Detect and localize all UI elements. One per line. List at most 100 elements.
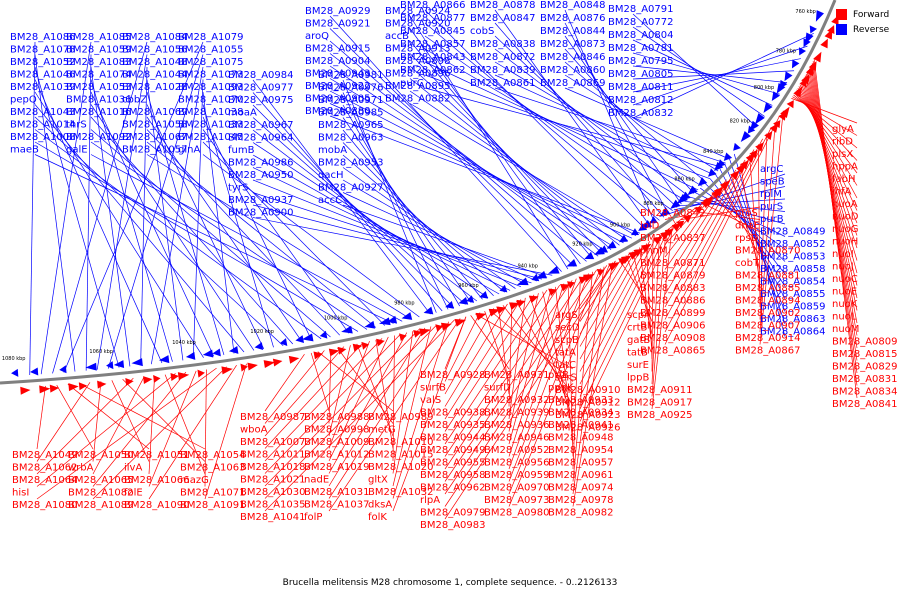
reverse-gene-label: BM28_A0929: [305, 6, 371, 17]
forward-gene-label: BM28_A1041: [240, 512, 306, 523]
label-leader-line: [40, 41, 92, 375]
reverse-gene-arrow: [445, 301, 454, 309]
label-leader-line: [664, 116, 780, 345]
label-leader-line: [424, 35, 673, 212]
reverse-gene-arrow: [364, 320, 376, 329]
reverse-gene-arrow: [681, 191, 691, 201]
reverse-gene-arrow: [631, 228, 640, 236]
label-leader-line: [202, 154, 420, 318]
label-leader-line: [664, 149, 755, 308]
label-leader-line: [714, 173, 786, 287]
label-leader-line: [759, 133, 768, 320]
label-leader-line: [484, 311, 510, 382]
reverse-gene-label: BM28_A0965: [318, 120, 384, 131]
reverse-gene-arrow: [740, 131, 751, 143]
reverse-gene-label: BM28_A0862: [400, 65, 466, 76]
reverse-gene-label: BM28_A0781: [608, 43, 674, 54]
forward-gene-arrow: [20, 386, 31, 395]
label-leader-line: [202, 129, 350, 334]
reverse-gene-label: BM28_A0845: [400, 26, 466, 37]
reverse-gene-label: BM28_A1036: [66, 95, 132, 106]
label-leader-line: [78, 382, 206, 450]
label-leader-line: [342, 204, 548, 278]
forward-gene-label: BM28_A1089: [68, 500, 134, 511]
reverse-gene-label: mobA: [318, 145, 347, 156]
reverse-gene-label: purC: [400, 78, 424, 89]
forward-gene-label: tatC: [555, 360, 576, 371]
reverse-gene-arrow: [301, 333, 314, 342]
forward-gene-arrow: [749, 149, 758, 159]
label-leader-line: [579, 260, 616, 310]
forward-gene-arrow: [68, 383, 79, 392]
forward-gene-arrow: [496, 306, 507, 315]
reverse-gene-label: BM28_A0971: [318, 95, 384, 106]
label-leader-line: [329, 53, 599, 257]
forward-gene-label: BM28_A0885: [735, 283, 801, 294]
forward-gene-arrow: [440, 322, 452, 331]
forward-gene-label: rlpA: [420, 495, 440, 506]
label-leader-line: [392, 316, 467, 512]
reverse-gene-label: BM28_A0920: [385, 19, 451, 30]
reverse-gene-arrow: [566, 259, 578, 267]
forward-gene-arrow: [328, 348, 340, 357]
forward-gene-label: BM28_A1063: [180, 463, 246, 474]
reverse-gene-label: BM28_A1016: [66, 107, 132, 118]
forward-gene-arrow: [125, 377, 134, 386]
forward-gene-label: ihfA: [832, 187, 852, 198]
reverse-gene-label: BM28_A0898: [385, 56, 451, 67]
reverse-gene-arrow: [659, 207, 671, 218]
reverse-gene-label: purB: [760, 214, 784, 225]
reverse-gene-label: pepQ: [10, 95, 37, 106]
label-leader-line: [252, 129, 478, 302]
forward-gene-label: BM28_A1054: [180, 450, 246, 461]
forward-gene-label: nuoG: [832, 224, 859, 235]
label-leader-line: [579, 223, 676, 422]
forward-gene-label: BM28_A0982: [548, 508, 614, 519]
forward-gene-label: folE: [124, 488, 143, 499]
reverse-gene-label: BM28_A0861: [470, 78, 536, 89]
forward-gene-label: BM28_A0837: [640, 233, 706, 244]
reverse-gene-arrow: [379, 317, 391, 326]
reverse-gene-label: BM28_A0849: [760, 227, 826, 238]
label-leader-line: [797, 87, 858, 199]
label-leader-line: [92, 366, 227, 500]
reverse-gene-label: BM28_A1008: [10, 132, 76, 143]
forward-gene-label: BM28_A0834: [832, 387, 898, 398]
forward-gene-label: BM28_A0831: [832, 374, 898, 385]
reverse-gene-label: BM28_A0859: [760, 302, 826, 313]
label-leader-line: [140, 66, 148, 366]
label-leader-line: [264, 346, 345, 437]
label-leader-line: [494, 87, 726, 164]
label-leader-line: [252, 79, 431, 315]
label-leader-line: [92, 381, 102, 462]
label-leader-line: [146, 79, 184, 361]
forward-gene-label: serS: [555, 373, 577, 384]
reverse-gene-arrow: [791, 59, 800, 69]
forward-gene-arrow: [508, 302, 520, 310]
reverse-gene-label: BM28_A0795: [608, 56, 674, 67]
label-leader-line: [342, 92, 449, 310]
forward-gene-label: BM28_A0973: [484, 495, 550, 506]
reverse-gene-label: BM28_A0924: [385, 6, 451, 17]
label-leader-line: [664, 198, 708, 245]
label-leader-line: [85, 54, 92, 371]
forward-gene-label: BM28_A1020: [368, 462, 434, 473]
label-leader-line: [264, 333, 401, 474]
scale-tick-label: 1060 kbp: [89, 349, 113, 355]
forward-gene-label: BM28_A1015: [368, 450, 434, 461]
forward-gene-arrow: [413, 329, 422, 338]
label-leader-line: [317, 351, 394, 412]
forward-gene-label: BM28_A0989: [368, 412, 434, 423]
reverse-gene-arrow: [618, 234, 628, 243]
forward-gene-label: BM28_A0917: [627, 398, 693, 409]
label-leader-line: [34, 116, 284, 346]
reverse-gene-label: cobS: [470, 26, 494, 37]
reverse-gene-label: BM28_A1045: [178, 132, 244, 143]
label-leader-line: [34, 54, 76, 372]
forward-gene-label: BM28_A0911: [627, 385, 693, 396]
forward-gene-label: BM28_A1011: [240, 450, 306, 461]
label-leader-line: [342, 117, 472, 303]
label-leader-line: [572, 276, 581, 470]
reverse-gene-label: BM28_A0855: [760, 289, 826, 300]
forward-gene-arrow: [419, 328, 431, 337]
